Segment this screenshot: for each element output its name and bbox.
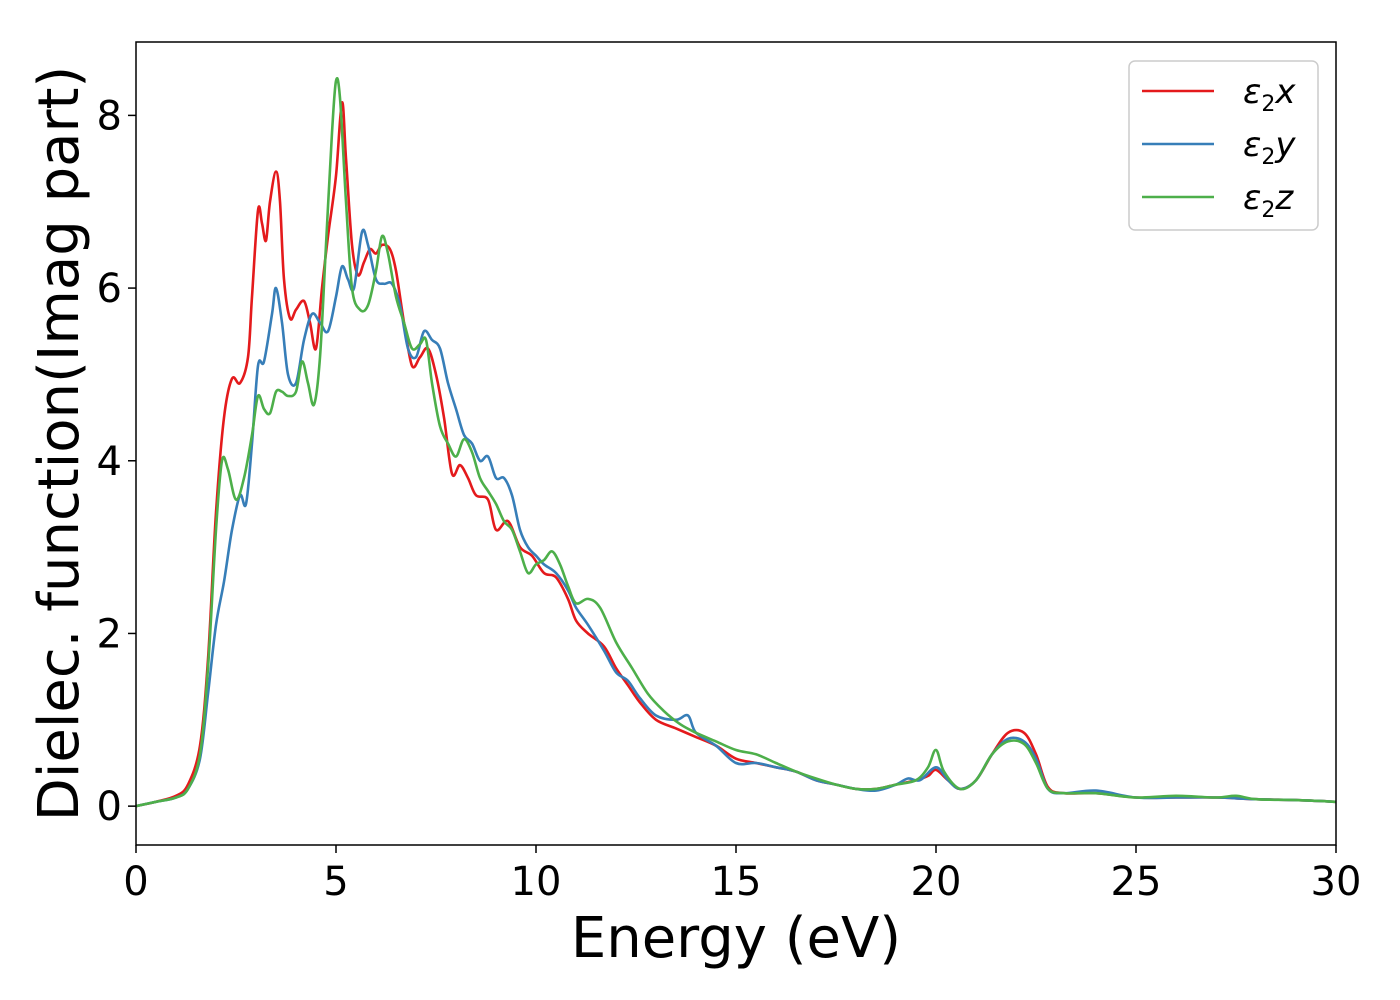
x-axis-label: Energy (eV) [571, 906, 901, 971]
plot-frame [135, 41, 1337, 846]
y-tick-label: 6 [97, 266, 122, 312]
x-tick-label: 25 [1111, 859, 1162, 905]
series-line-x [136, 101, 1336, 808]
x-axis: 0 5 10 15 20 25 30 [123, 845, 1361, 905]
legend-box [1128, 60, 1319, 231]
x-tick-label: 20 [911, 859, 962, 905]
y-tick-label: 2 [97, 611, 122, 657]
legend: ε2x ε2y ε2z [1128, 60, 1319, 231]
x-tick-label: 15 [711, 859, 762, 905]
plot-area [136, 77, 1336, 808]
y-axis: 0 2 4 6 8 [97, 93, 136, 830]
y-tick-label: 0 [97, 784, 122, 830]
x-tick-label: 10 [511, 859, 562, 905]
x-tick-label: 0 [123, 859, 148, 905]
series-line-y [136, 228, 1336, 808]
series-line-z [136, 77, 1336, 808]
y-tick-label: 8 [97, 93, 122, 139]
x-tick-label: 30 [1311, 859, 1362, 905]
y-axis-label: Dielec. function(Imag part) [27, 66, 92, 822]
x-tick-label: 5 [323, 859, 348, 905]
legend-label-y: ε2y [1243, 125, 1296, 170]
legend-label-z: ε2z [1243, 178, 1294, 223]
y-tick-label: 4 [97, 439, 122, 485]
legend-label-x: ε2x [1243, 72, 1296, 117]
